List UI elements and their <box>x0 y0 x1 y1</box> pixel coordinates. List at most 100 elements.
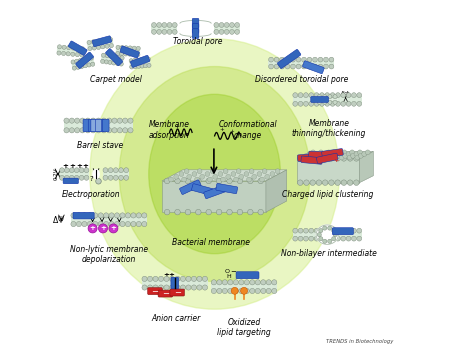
Circle shape <box>213 174 218 179</box>
Circle shape <box>90 128 96 133</box>
Circle shape <box>131 213 136 218</box>
Circle shape <box>79 175 84 180</box>
Circle shape <box>325 236 330 241</box>
Circle shape <box>341 156 346 161</box>
Circle shape <box>235 23 239 27</box>
Circle shape <box>328 156 334 161</box>
Circle shape <box>341 101 346 106</box>
Circle shape <box>107 128 112 133</box>
Circle shape <box>172 30 177 34</box>
Text: −: − <box>152 287 158 296</box>
Circle shape <box>320 153 324 158</box>
FancyBboxPatch shape <box>301 156 322 164</box>
Circle shape <box>231 287 238 294</box>
Circle shape <box>346 236 351 241</box>
Circle shape <box>332 229 336 233</box>
Circle shape <box>100 39 104 43</box>
Circle shape <box>59 175 64 180</box>
Circle shape <box>236 169 241 174</box>
Circle shape <box>96 45 101 49</box>
Circle shape <box>261 280 266 285</box>
FancyBboxPatch shape <box>277 49 301 69</box>
Text: +: + <box>100 226 106 231</box>
Circle shape <box>335 156 340 161</box>
Circle shape <box>187 174 192 179</box>
Circle shape <box>179 172 184 176</box>
Circle shape <box>332 237 336 241</box>
Circle shape <box>346 228 351 233</box>
Circle shape <box>69 175 74 180</box>
Circle shape <box>325 101 330 106</box>
Circle shape <box>120 52 124 56</box>
Circle shape <box>112 128 117 133</box>
Circle shape <box>279 64 284 69</box>
Circle shape <box>109 44 113 48</box>
Circle shape <box>120 46 124 50</box>
Circle shape <box>116 55 121 60</box>
Circle shape <box>293 93 298 97</box>
Text: +: + <box>320 158 325 163</box>
Circle shape <box>324 155 328 160</box>
Circle shape <box>136 64 141 69</box>
Circle shape <box>274 57 279 62</box>
Circle shape <box>350 150 355 155</box>
Circle shape <box>351 101 356 106</box>
Circle shape <box>275 169 280 174</box>
Circle shape <box>274 64 279 69</box>
Circle shape <box>124 52 128 56</box>
Circle shape <box>316 155 321 160</box>
Circle shape <box>309 228 314 233</box>
Circle shape <box>336 228 340 233</box>
Circle shape <box>143 57 147 62</box>
Circle shape <box>308 155 313 160</box>
Circle shape <box>197 169 202 174</box>
Circle shape <box>330 93 335 97</box>
Circle shape <box>328 100 332 104</box>
Bar <box>142 280 207 286</box>
Circle shape <box>314 236 319 241</box>
Circle shape <box>148 285 153 290</box>
Circle shape <box>75 118 80 123</box>
Circle shape <box>69 168 74 173</box>
Circle shape <box>76 213 81 218</box>
Text: +: + <box>174 124 179 129</box>
Circle shape <box>69 118 74 123</box>
Circle shape <box>206 178 211 184</box>
Circle shape <box>91 40 95 44</box>
Text: Membrane
adsorption: Membrane adsorption <box>149 120 190 140</box>
Circle shape <box>224 23 229 27</box>
Text: +: + <box>230 129 234 134</box>
Circle shape <box>101 118 106 123</box>
Circle shape <box>83 64 87 68</box>
Text: +: + <box>90 226 95 231</box>
Circle shape <box>220 177 225 182</box>
Circle shape <box>250 280 255 285</box>
FancyBboxPatch shape <box>93 119 99 132</box>
FancyBboxPatch shape <box>204 185 225 199</box>
FancyBboxPatch shape <box>130 55 150 68</box>
Circle shape <box>365 150 370 155</box>
Circle shape <box>297 180 303 185</box>
Circle shape <box>119 168 123 173</box>
Circle shape <box>164 276 169 282</box>
Circle shape <box>117 118 122 123</box>
Circle shape <box>341 180 346 185</box>
Circle shape <box>347 156 353 161</box>
Circle shape <box>152 30 156 34</box>
Bar <box>103 171 129 177</box>
Circle shape <box>357 236 362 241</box>
Circle shape <box>269 64 274 69</box>
Circle shape <box>329 64 334 69</box>
Circle shape <box>227 178 232 184</box>
Circle shape <box>136 221 141 227</box>
Ellipse shape <box>90 39 339 309</box>
Circle shape <box>142 221 147 227</box>
Circle shape <box>136 53 140 57</box>
Circle shape <box>270 172 275 176</box>
Circle shape <box>241 287 248 294</box>
Circle shape <box>331 152 336 157</box>
Circle shape <box>291 57 296 62</box>
FancyBboxPatch shape <box>302 61 324 74</box>
Circle shape <box>307 64 312 69</box>
Circle shape <box>164 178 170 184</box>
